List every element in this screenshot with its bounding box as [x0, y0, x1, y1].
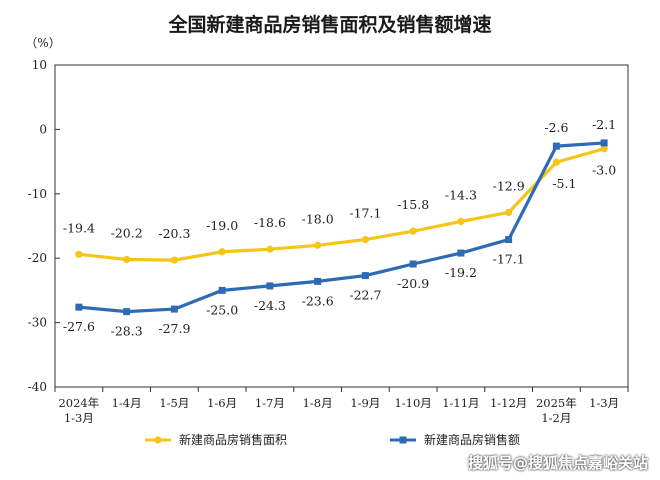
x-tick-label: 1-6月: [207, 396, 237, 410]
legend-swatch-marker: [399, 436, 407, 444]
data-label: -20.9: [397, 276, 429, 291]
data-label: -5.1: [552, 176, 576, 191]
data-point: [552, 142, 560, 150]
y-tick-label: 10: [32, 58, 47, 72]
data-point: [75, 303, 83, 311]
x-tick-label: 1-2月: [541, 411, 571, 425]
x-tick-label: 2025年: [536, 396, 577, 410]
data-label: -19.4: [63, 220, 95, 235]
data-point: [552, 158, 560, 166]
data-point: [314, 277, 322, 285]
data-point: [266, 282, 274, 290]
x-tick-label: 1-11月: [442, 396, 479, 410]
data-label: -17.1: [493, 252, 525, 267]
data-label: -17.1: [349, 206, 381, 221]
x-tick-label: 1-3月: [64, 411, 94, 425]
data-point: [600, 145, 608, 153]
y-tick-label: -30: [28, 316, 47, 330]
x-tick-label: 1-12月: [490, 396, 527, 410]
data-label: -19.2: [445, 265, 477, 280]
x-tick-label: 1-10月: [394, 396, 431, 410]
data-label: -24.3: [254, 298, 286, 313]
x-tick-label: 1-5月: [159, 396, 189, 410]
legend-swatch-marker: [154, 436, 162, 444]
legend-label: 新建商品房销售额: [424, 432, 520, 447]
data-label: -2.1: [592, 117, 616, 132]
data-label: -27.9: [158, 321, 190, 336]
watermark-text: 搜狐号@搜狐焦点嘉峪关站: [467, 454, 648, 472]
chart-title: 全国新建商品房销售面积及销售额增速: [168, 14, 492, 36]
data-point: [75, 250, 83, 258]
data-label: -28.3: [111, 324, 143, 339]
data-point: [123, 255, 131, 264]
data-point: [409, 227, 417, 235]
data-label: -27.6: [63, 319, 95, 334]
data-label: -19.0: [206, 218, 238, 233]
x-tick-label: 1-3月: [589, 396, 619, 410]
data-point: [266, 245, 274, 253]
data-label: -15.8: [397, 197, 429, 212]
y-tick-label: -10: [28, 187, 47, 201]
data-point: [505, 208, 513, 217]
data-label: -20.3: [158, 226, 190, 241]
data-point: [170, 305, 178, 313]
x-tick-label: 1-8月: [303, 396, 333, 410]
data-point: [505, 236, 513, 244]
data-label: -2.6: [544, 120, 568, 135]
data-label: -3.0: [592, 163, 616, 178]
data-label: -20.2: [111, 225, 143, 240]
data-point: [218, 248, 226, 256]
series-line-sales-area: [78, 147, 605, 262]
data-label: -25.0: [206, 302, 238, 317]
x-tick-label: 1-4月: [112, 396, 142, 410]
legend-label: 新建商品房销售面积: [179, 432, 287, 447]
data-point: [457, 217, 465, 226]
x-tick-label: 1-9月: [350, 396, 380, 410]
data-point: [218, 286, 226, 294]
y-tick-label: -40: [28, 380, 47, 394]
data-point: [314, 241, 322, 249]
data-point: [123, 308, 131, 316]
data-point: [409, 260, 417, 268]
data-label: -18.0: [302, 211, 334, 226]
data-point: [170, 256, 178, 264]
data-label: -18.6: [254, 215, 286, 230]
data-point: [457, 249, 465, 257]
data-point: [361, 235, 369, 244]
data-label: -14.3: [445, 187, 477, 202]
data-label: -12.9: [493, 178, 525, 193]
data-point: [600, 139, 608, 147]
series-line-sales-amount: [78, 141, 605, 314]
y-axis-label: （%）: [25, 36, 60, 50]
y-tick-label: 0: [39, 122, 47, 136]
data-point: [361, 272, 369, 280]
x-tick-label: 2024年: [58, 396, 99, 410]
y-tick-label: -20: [28, 251, 47, 265]
x-tick-label: 1-7月: [255, 396, 285, 410]
data-label: -22.7: [349, 288, 381, 303]
data-label: -23.6: [302, 293, 334, 308]
